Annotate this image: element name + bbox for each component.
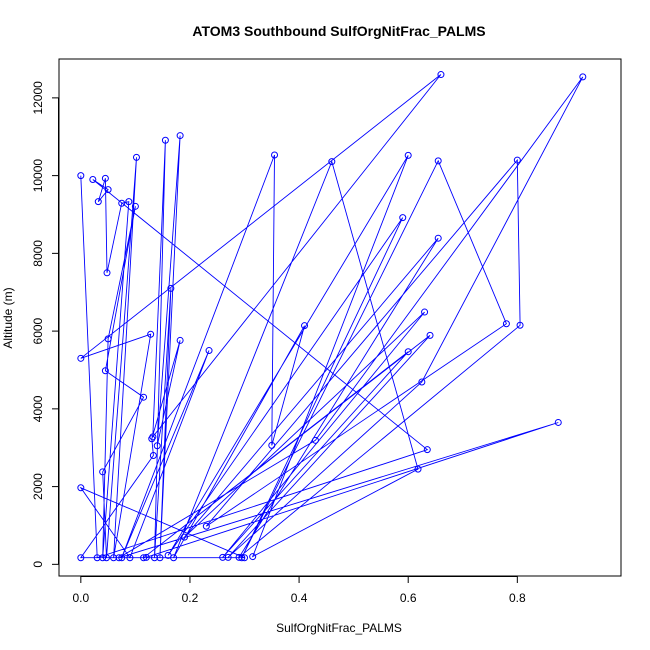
y-tick-label: 0 — [31, 561, 45, 568]
x-axis-label: SulfOrgNitFrac_PALMS — [276, 621, 402, 635]
data-point — [161, 136, 169, 144]
data-point — [224, 553, 232, 561]
data-point — [131, 202, 139, 210]
data-point — [301, 322, 309, 330]
y-axis-label: Altitude (m) — [1, 287, 15, 348]
data-point — [421, 308, 429, 316]
data-point — [150, 554, 158, 562]
data-point — [126, 554, 134, 562]
y-tick-label: 2000 — [31, 473, 45, 500]
x-tick-label: 0.4 — [291, 591, 308, 605]
data-point — [142, 553, 150, 561]
data-point — [140, 393, 148, 401]
data-point — [125, 198, 133, 206]
data-point — [94, 198, 102, 206]
data-point — [164, 551, 172, 559]
y-tick-label: 12000 — [31, 81, 45, 115]
data-point — [153, 442, 161, 450]
data-point — [99, 468, 107, 476]
data-point — [434, 157, 442, 165]
plot-frame — [58, 58, 622, 577]
data-point — [423, 446, 431, 454]
data-point — [147, 330, 155, 338]
data-point — [404, 151, 412, 159]
y-tick-label: 4000 — [31, 395, 45, 422]
data-point — [414, 465, 422, 473]
data-point — [241, 554, 249, 562]
data-point — [271, 151, 279, 159]
data-point — [426, 331, 434, 339]
data-point — [311, 436, 319, 444]
data-point — [418, 378, 426, 386]
data-point — [205, 347, 213, 355]
data-point — [180, 533, 188, 541]
y-tick-label: 10000 — [31, 159, 45, 193]
data-point — [77, 172, 85, 180]
data-point — [167, 284, 175, 292]
data-point — [148, 435, 156, 443]
data-point — [77, 484, 85, 492]
data-point — [77, 354, 85, 362]
data-point — [554, 418, 562, 426]
data-point — [132, 153, 140, 161]
data-point — [202, 522, 210, 530]
x-tick-label: 0.2 — [182, 591, 199, 605]
data-point — [176, 336, 184, 344]
data-point — [140, 554, 148, 562]
chart-title: ATOM3 Southbound SulfOrgNitFrac_PALMS — [192, 23, 485, 39]
data-point — [93, 554, 101, 562]
data-point — [99, 554, 107, 562]
data-point — [516, 321, 524, 329]
data-point — [235, 553, 243, 561]
data-point — [102, 554, 110, 562]
data-point — [434, 234, 442, 242]
data-point — [268, 441, 276, 449]
data-point — [513, 156, 521, 164]
data-point — [118, 554, 126, 562]
x-tick-label: 0.0 — [72, 591, 89, 605]
data-point — [110, 554, 118, 562]
series-layer — [77, 71, 587, 562]
x-tick-label: 0.6 — [400, 591, 417, 605]
y-tick-label: 6000 — [31, 317, 45, 344]
data-point — [328, 158, 336, 166]
data-point — [101, 174, 109, 182]
data-point — [437, 71, 445, 79]
series-line — [79, 74, 584, 559]
data-point — [238, 554, 246, 562]
data-point — [249, 553, 257, 561]
data-point — [104, 186, 112, 194]
x-axis: 0.0 0.2 0.4 0.6 0.8 — [72, 576, 526, 605]
data-point — [399, 214, 407, 222]
data-point — [89, 176, 97, 184]
data-point — [104, 335, 112, 343]
data-point — [77, 554, 85, 562]
data-point — [502, 320, 510, 328]
data-point — [149, 451, 157, 459]
y-tick-label: 8000 — [31, 240, 45, 267]
data-point — [118, 199, 126, 207]
data-point — [219, 553, 227, 561]
data-point — [156, 554, 164, 562]
y-axis: 0 2000 4000 6000 8000 10000 12000 — [31, 81, 59, 568]
data-point — [115, 554, 123, 562]
data-point — [404, 348, 412, 356]
data-point — [103, 269, 111, 277]
data-point — [176, 132, 184, 140]
data-point — [101, 367, 109, 375]
data-point — [579, 73, 587, 81]
x-tick-label: 0.8 — [509, 591, 526, 605]
